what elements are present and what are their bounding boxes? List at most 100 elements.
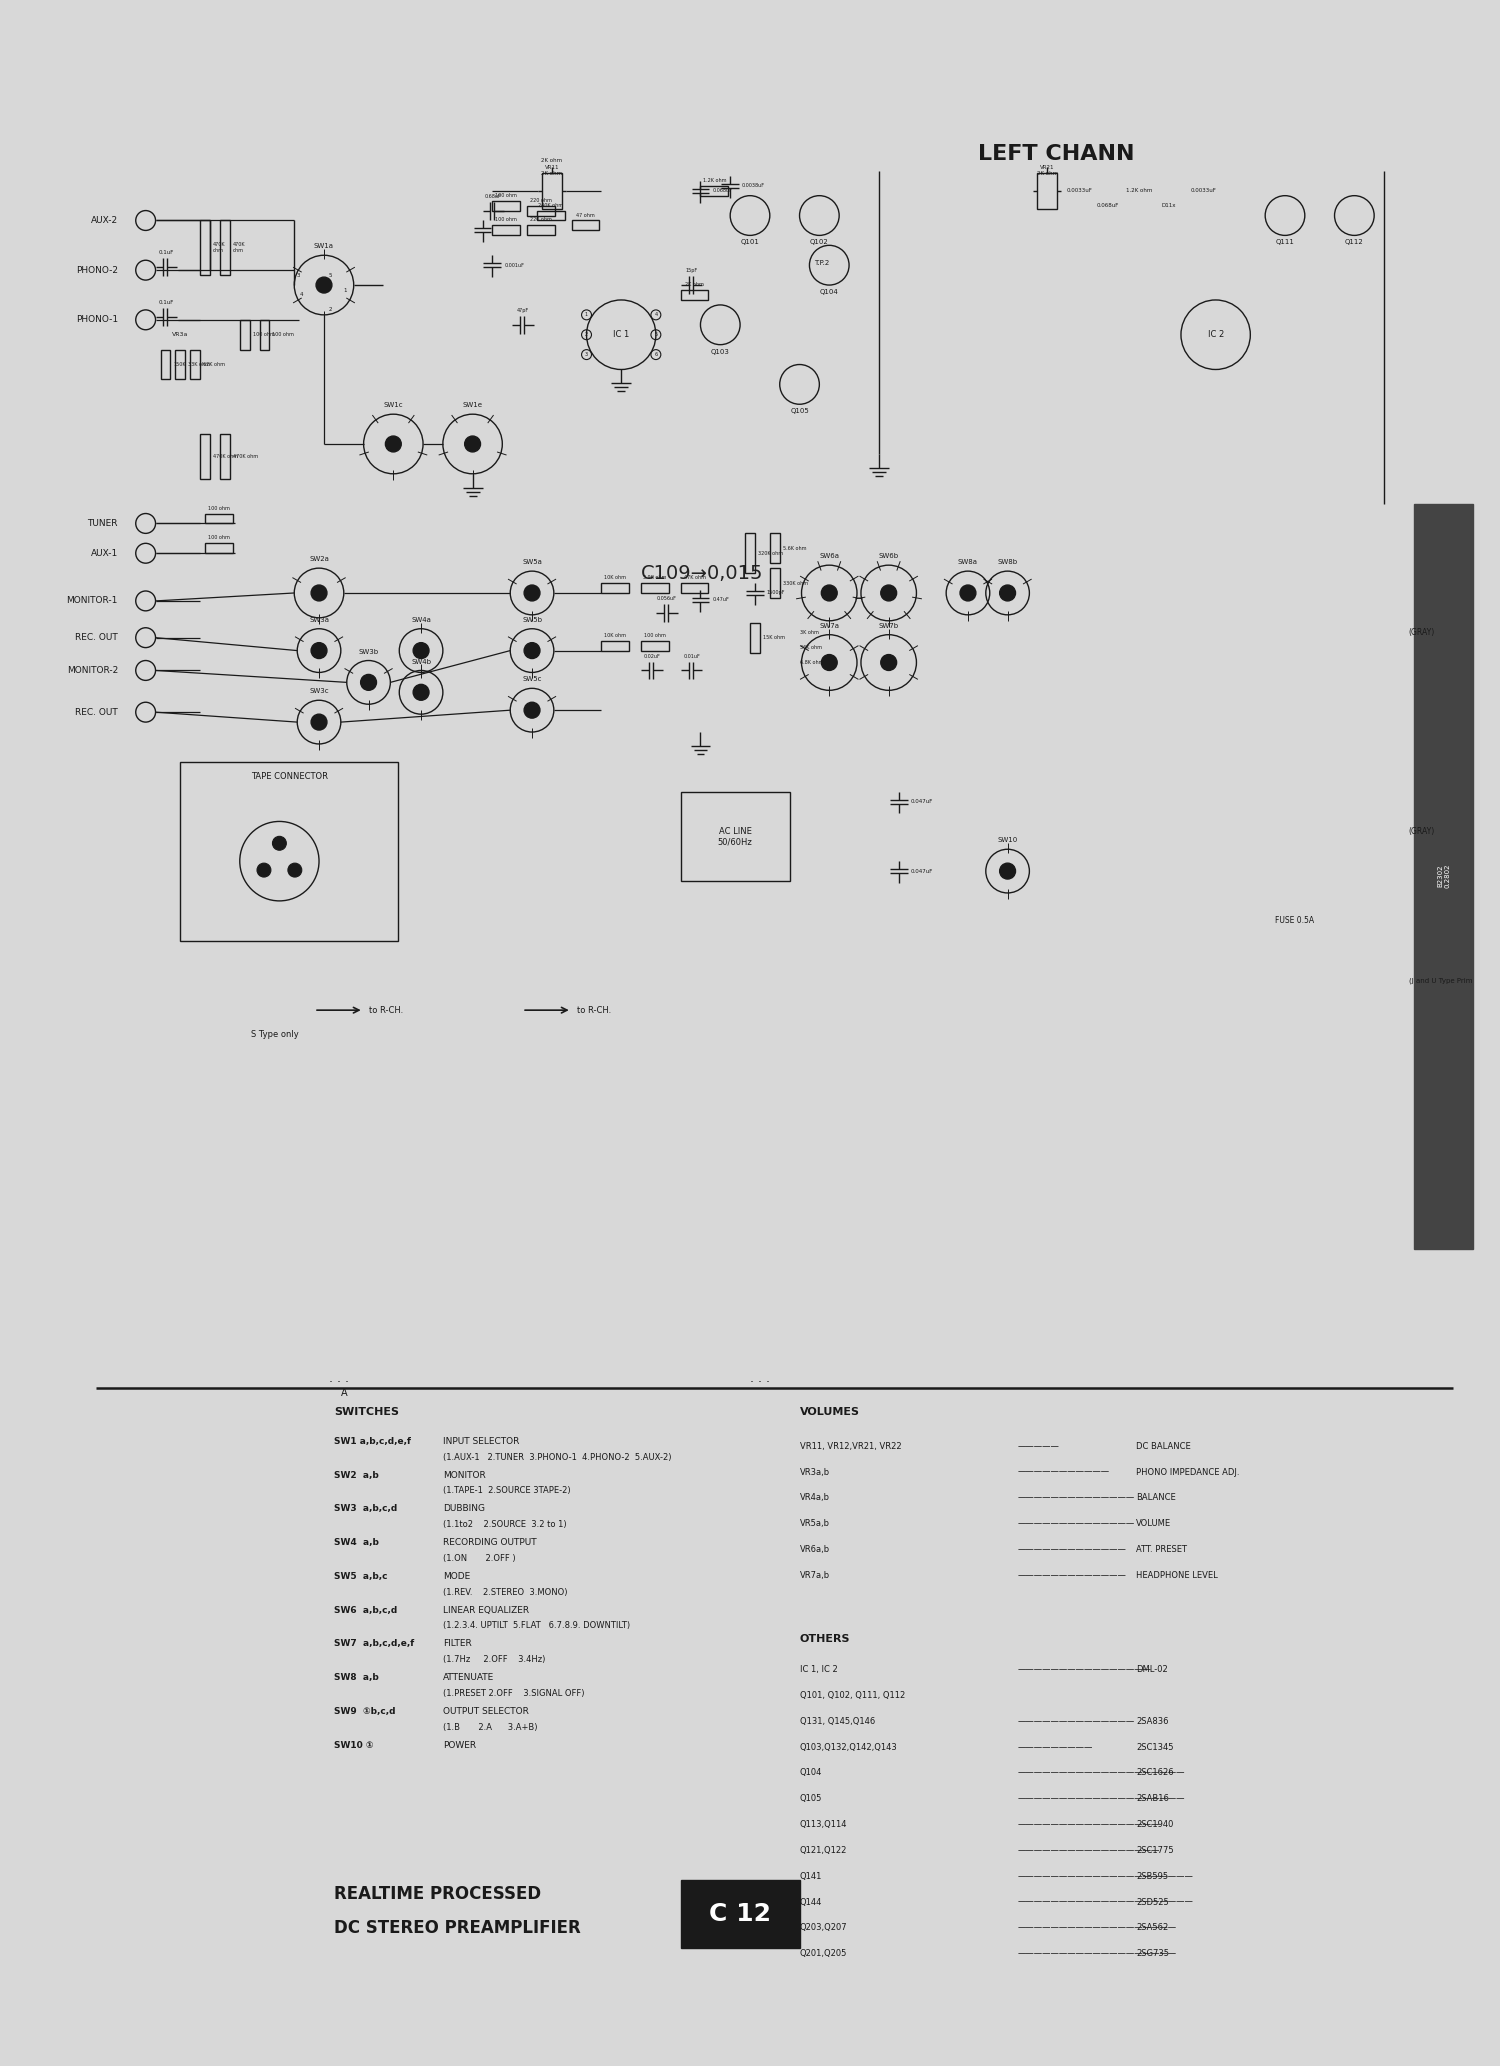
Text: 100 ohm: 100 ohm: [495, 192, 517, 198]
Text: SW3c: SW3c: [309, 688, 328, 694]
Text: VR21
2K ohm: VR21 2K ohm: [1036, 165, 1058, 176]
Bar: [206, 543, 232, 554]
Text: 0.047uF: 0.047uF: [910, 868, 933, 874]
Text: 0.0033uF: 0.0033uF: [1066, 188, 1094, 194]
Text: DC STEREO PREAMPLIFIER: DC STEREO PREAMPLIFIER: [334, 1919, 580, 1938]
Text: Q102: Q102: [810, 240, 828, 246]
Text: OTHERS: OTHERS: [800, 1634, 850, 1645]
Text: Q111: Q111: [1275, 240, 1294, 246]
Circle shape: [524, 585, 540, 601]
Text: AC LINE
50/60Hz: AC LINE 50/60Hz: [718, 826, 753, 847]
Text: SW1c: SW1c: [384, 403, 404, 409]
Circle shape: [273, 837, 286, 851]
Circle shape: [316, 277, 332, 293]
Text: ——————————————: ——————————————: [1017, 1717, 1134, 1725]
Text: —————————————————: —————————————————: [1017, 1845, 1160, 1855]
Text: · · ·: · · ·: [328, 1376, 350, 1388]
Text: (1.ON       2.OFF ): (1.ON 2.OFF ): [442, 1554, 516, 1564]
Text: (1.TAPE-1  2.SOURCE 3TAPE-2): (1.TAPE-1 2.SOURCE 3TAPE-2): [442, 1485, 570, 1496]
Text: 47 ohm: 47 ohm: [576, 213, 596, 217]
Text: TUNER: TUNER: [87, 519, 118, 529]
Bar: [542, 174, 562, 209]
Circle shape: [822, 655, 837, 671]
Text: 2SC1775: 2SC1775: [1137, 1845, 1174, 1855]
Text: 6: 6: [654, 351, 657, 357]
Bar: [537, 211, 564, 221]
Text: Q121,Q122: Q121,Q122: [800, 1845, 847, 1855]
Circle shape: [413, 684, 429, 700]
Text: VR6a,b: VR6a,b: [800, 1545, 830, 1554]
Text: 1: 1: [585, 312, 588, 318]
Text: Q104: Q104: [800, 1768, 822, 1777]
Text: Q112: Q112: [1346, 240, 1364, 246]
Circle shape: [960, 585, 976, 601]
Bar: [190, 349, 200, 380]
Text: SW4  a,b: SW4 a,b: [334, 1537, 380, 1547]
Text: IC 1, IC 2: IC 1, IC 2: [800, 1665, 837, 1673]
Text: VR7a,b: VR7a,b: [800, 1570, 830, 1580]
Bar: [700, 186, 727, 196]
Text: POWER: POWER: [442, 1742, 476, 1750]
Text: ——————————————: ——————————————: [1017, 1494, 1134, 1502]
Text: SW10: SW10: [998, 837, 1017, 843]
Text: 5: 5: [654, 333, 657, 337]
Text: 0.47uF: 0.47uF: [712, 597, 729, 603]
Text: SW6  a,b,c,d: SW6 a,b,c,d: [334, 1605, 398, 1616]
Text: · · ·: · · ·: [750, 1376, 770, 1388]
Bar: [640, 583, 669, 593]
Text: REALTIME PROCESSED: REALTIME PROCESSED: [334, 1884, 542, 1903]
Circle shape: [386, 436, 402, 452]
Text: to R-CH.: to R-CH.: [369, 1006, 404, 1014]
Text: to R-CH.: to R-CH.: [576, 1006, 610, 1014]
Text: SW1 a,b,c,d,e,f: SW1 a,b,c,d,e,f: [334, 1436, 411, 1446]
Bar: [492, 225, 520, 236]
Text: 0.0033uF: 0.0033uF: [1191, 188, 1216, 194]
Text: SW4b: SW4b: [411, 659, 430, 665]
Text: PHONO-2: PHONO-2: [76, 267, 118, 275]
Text: SW8b: SW8b: [998, 560, 1017, 566]
Text: TAPE CONNECTOR: TAPE CONNECTOR: [251, 773, 328, 781]
Text: Q101: Q101: [741, 240, 759, 246]
Text: 150K: 150K: [174, 362, 186, 368]
Text: SW1e: SW1e: [462, 403, 483, 409]
Text: SW7  a,b,c,d,e,f: SW7 a,b,c,d,e,f: [334, 1638, 414, 1649]
Text: ——————————————: ——————————————: [1017, 1519, 1134, 1529]
Circle shape: [822, 585, 837, 601]
Text: —————: —————: [1017, 1442, 1059, 1450]
Circle shape: [360, 674, 376, 690]
Text: SW8a: SW8a: [958, 560, 978, 566]
Text: 47K ohm: 47K ohm: [684, 574, 705, 581]
Text: Q144: Q144: [800, 1897, 822, 1907]
Text: 4: 4: [298, 293, 303, 298]
Bar: [176, 349, 186, 380]
Text: 0.068uF: 0.068uF: [1096, 202, 1119, 209]
Text: —————————————————————: —————————————————————: [1017, 1897, 1194, 1907]
Text: SW5c: SW5c: [522, 676, 542, 682]
Text: 2SAB16: 2SAB16: [1137, 1793, 1170, 1804]
Text: 2: 2: [585, 333, 588, 337]
Text: ————————————————: ————————————————: [1017, 1665, 1152, 1673]
Text: —————————————————: —————————————————: [1017, 1820, 1160, 1828]
Circle shape: [524, 643, 540, 659]
Text: PHONO IMPEDANCE ADJ.: PHONO IMPEDANCE ADJ.: [1137, 1467, 1240, 1477]
Text: SW2a: SW2a: [309, 556, 328, 562]
Text: DUBBING: DUBBING: [442, 1504, 485, 1512]
Text: S Type only: S Type only: [251, 1031, 298, 1039]
Text: VR11, VR12,VR21, VR22: VR11, VR12,VR21, VR22: [800, 1442, 901, 1450]
Text: 62K ohm: 62K ohm: [202, 362, 225, 368]
Text: 0.068uF: 0.068uF: [712, 188, 732, 194]
Circle shape: [310, 585, 327, 601]
Text: 2SB595: 2SB595: [1137, 1872, 1168, 1880]
Text: D11x: D11x: [1161, 202, 1176, 209]
Text: 1.2K ohm: 1.2K ohm: [1126, 188, 1154, 194]
Text: 6.8K ohm: 6.8K ohm: [800, 659, 824, 665]
Text: 220 ohm: 220 ohm: [530, 198, 552, 202]
Text: RECORDING OUTPUT: RECORDING OUTPUT: [442, 1537, 537, 1547]
Bar: [681, 1880, 800, 1948]
Text: 10K ohm: 10K ohm: [604, 632, 627, 638]
Text: SW5  a,b,c: SW5 a,b,c: [334, 1572, 387, 1580]
Text: REC. OUT: REC. OUT: [75, 632, 118, 643]
Text: 0.001uF: 0.001uF: [504, 262, 524, 269]
Text: 1.2K ohm: 1.2K ohm: [702, 178, 726, 182]
Text: AUX-2: AUX-2: [92, 217, 118, 225]
